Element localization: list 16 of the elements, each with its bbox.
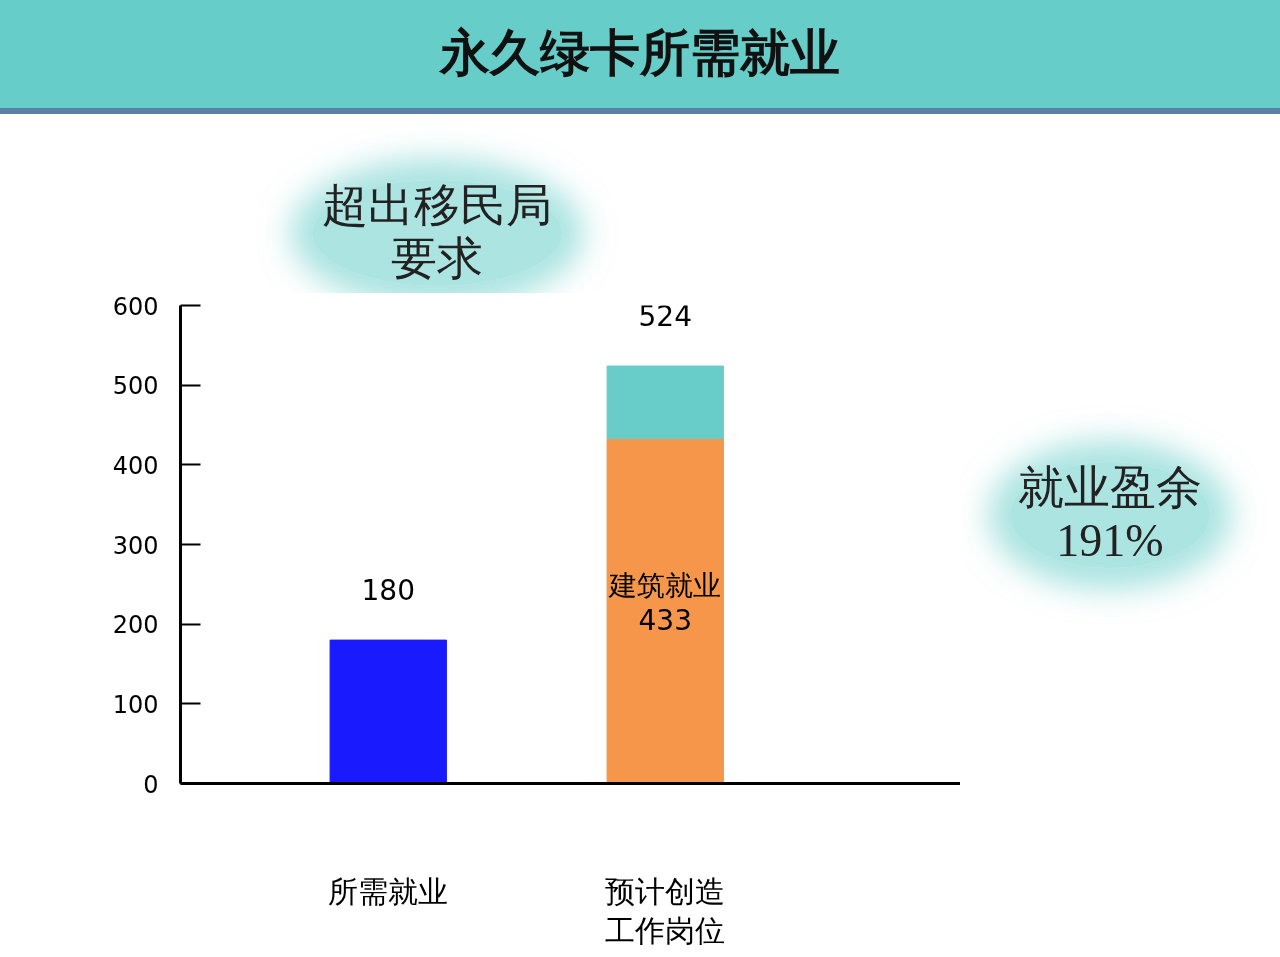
y-tick-label: 100	[112, 690, 159, 719]
x-tick-label: 所需就业	[328, 874, 449, 908]
y-tick-label: 200	[112, 611, 159, 640]
series-label: 建筑就业	[608, 568, 722, 602]
data-label: 433	[638, 603, 692, 637]
chart-title: 永久绿卡所需就业	[0, 0, 1280, 114]
text: 就业盈余191%	[1010, 462, 1210, 568]
x-tick-label: 预计创造工作岗位	[605, 874, 726, 948]
y-tick-label: 600	[112, 292, 159, 321]
total-label: 180	[361, 574, 415, 608]
y-tick-label: 500	[112, 372, 159, 401]
y-tick-label: 0	[143, 770, 159, 799]
text: 超出移民局要求	[312, 180, 562, 286]
y-tick-label: 400	[112, 451, 159, 480]
y-tick-label: 300	[112, 531, 159, 560]
total-label: 524	[638, 300, 692, 334]
